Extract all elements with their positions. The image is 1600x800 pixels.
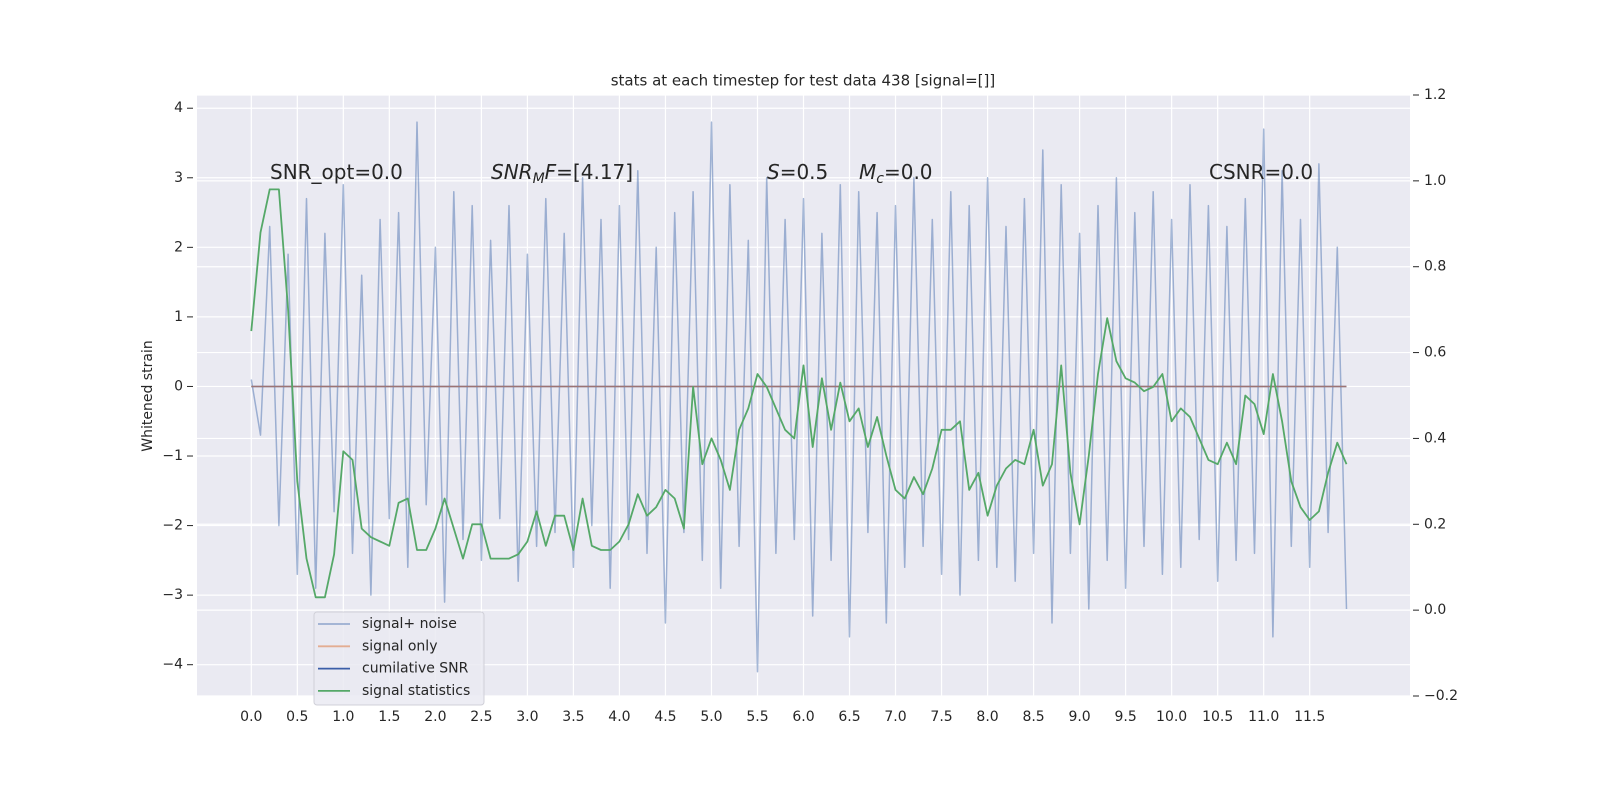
annotation: S=0.5 — [767, 160, 828, 184]
annotation-part: M — [859, 160, 876, 184]
y-tick-label: 1 — [174, 309, 183, 325]
y-tick-label: 2 — [174, 239, 183, 255]
series-line — [250, 188, 1348, 599]
annotation: SNR_opt=0.0 — [270, 160, 403, 184]
y-axis-label: Whitened strain — [140, 340, 156, 451]
legend-box — [313, 611, 485, 706]
x-tick-label: 0.0 — [240, 709, 262, 725]
x-tick-label: 2.5 — [470, 709, 492, 725]
annotation-part: S — [767, 160, 780, 184]
chart-title: stats at each timestep for test data 438… — [611, 72, 996, 90]
legend-label: cumilative SNR — [362, 661, 469, 677]
x-tick-label: 6.5 — [838, 709, 860, 725]
x-tick-label: 4.5 — [654, 709, 676, 725]
annotation-part: CSNR=0.0 — [1209, 160, 1313, 184]
y-tick-label: −1 — [162, 448, 183, 464]
series-line — [250, 121, 1348, 673]
annotation-part: =0.5 — [780, 160, 829, 184]
x-tick-label: 7.5 — [930, 709, 952, 725]
annotation: SNRMF=[4.17] — [491, 160, 633, 188]
x-tick-label: 3.5 — [562, 709, 584, 725]
x-tick-label: 10.0 — [1156, 709, 1187, 725]
y2-tick-label: 0.0 — [1424, 602, 1446, 618]
y-tick-label: 0 — [174, 378, 183, 394]
y-tick-label: −2 — [162, 518, 183, 534]
y2-tick-label: 0.4 — [1424, 430, 1446, 446]
x-tick-label: 5.5 — [746, 709, 768, 725]
x-tick-label: 8.0 — [976, 709, 998, 725]
x-tick-label: 6.0 — [792, 709, 814, 725]
x-tick-label: 10.5 — [1202, 709, 1233, 725]
x-tick-label: 2.0 — [424, 709, 446, 725]
legend-label: signal statistics — [362, 683, 470, 699]
x-tick-label: 11.5 — [1294, 709, 1325, 725]
y-tick-label: −4 — [162, 657, 183, 673]
annotation: CSNR=0.0 — [1209, 160, 1313, 184]
y-tick-label: −3 — [162, 587, 183, 603]
y2-tick-label: 0.8 — [1424, 259, 1446, 275]
x-tick-label: 0.5 — [286, 709, 308, 725]
x-tick-label: 11.0 — [1248, 709, 1279, 725]
y2-tick-label: 0.2 — [1424, 516, 1446, 532]
x-tick-label: 1.0 — [332, 709, 354, 725]
legend-label: signal+ noise — [362, 616, 457, 632]
annotation-part: =0.0 — [884, 160, 933, 184]
y2-tick-label: 0.6 — [1424, 345, 1446, 361]
annotation-part: F — [545, 160, 557, 184]
y2-tick-label: −0.2 — [1424, 688, 1458, 704]
y-tick-label: 3 — [174, 170, 183, 186]
y2-tick-label: 1.2 — [1424, 87, 1446, 103]
annotation-part: SNR — [491, 160, 533, 184]
annotation-part: M — [533, 171, 545, 187]
x-tick-label: 3.0 — [516, 709, 538, 725]
y-tick-label: 4 — [174, 100, 183, 116]
x-tick-label: 1.5 — [378, 709, 400, 725]
annotation-part: =[4.17] — [556, 160, 633, 184]
legend-label: signal only — [362, 638, 437, 654]
x-tick-label: 7.0 — [884, 709, 906, 725]
x-tick-label: 5.0 — [700, 709, 722, 725]
annotation-part: SNR_opt=0.0 — [270, 160, 403, 184]
annotation-part: c — [876, 171, 884, 187]
x-tick-label: 8.5 — [1022, 709, 1044, 725]
x-tick-label: 9.0 — [1068, 709, 1090, 725]
x-tick-label: 9.5 — [1114, 709, 1136, 725]
y2-tick-label: 1.0 — [1424, 173, 1446, 189]
annotation: Mc=0.0 — [859, 160, 933, 188]
x-tick-label: 4.0 — [608, 709, 630, 725]
